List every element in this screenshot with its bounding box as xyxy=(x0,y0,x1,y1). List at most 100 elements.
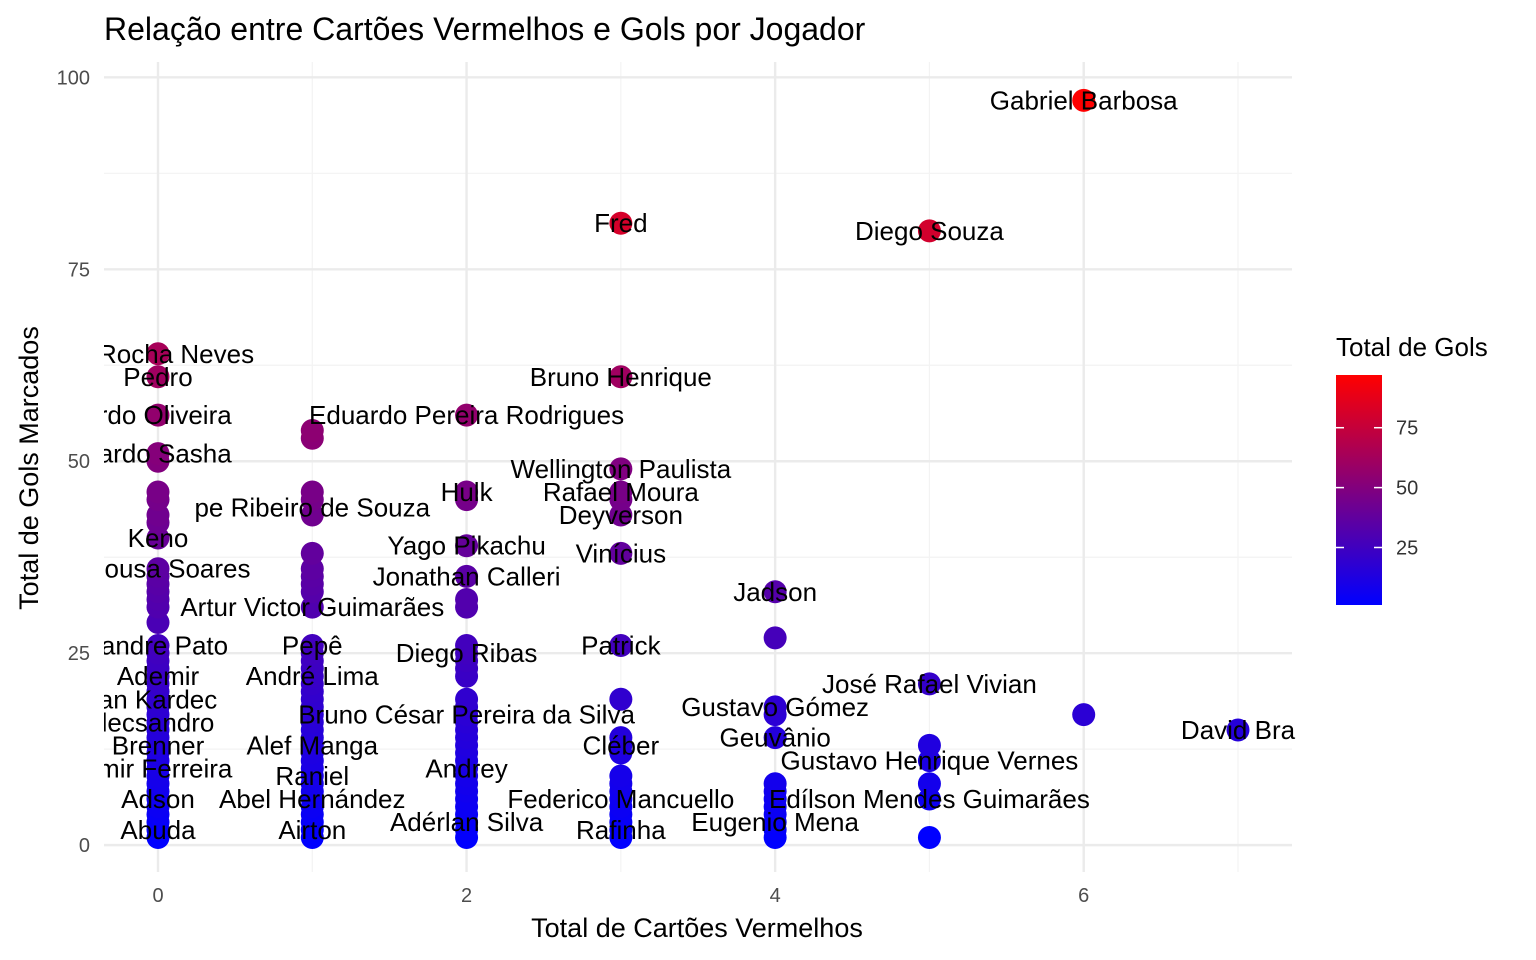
point-label: Adérlan Silva xyxy=(390,807,544,837)
data-point xyxy=(455,403,479,427)
data-point xyxy=(146,442,170,466)
x-tick-label: 6 xyxy=(1078,885,1089,907)
point-label: Abel Hernández xyxy=(219,784,405,814)
data-point xyxy=(455,564,479,588)
legend-tick-label: 50 xyxy=(1396,478,1418,500)
point-label: ardo Oliveira xyxy=(84,400,232,430)
data-point xyxy=(146,480,170,504)
chart-title: Relação entre Cartões Vermelhos e Gols p… xyxy=(104,11,866,47)
legend-ticks: 25 50 75 xyxy=(1336,418,1418,560)
data-point xyxy=(455,534,479,558)
data-point xyxy=(763,726,787,750)
point-label: Andrey xyxy=(425,753,507,783)
color-legend: Total de Gols 25 50 75 xyxy=(1336,332,1488,605)
data-point xyxy=(609,634,633,658)
point-label: Federico Mancuello xyxy=(507,784,734,814)
data-point xyxy=(1072,88,1096,112)
y-tick-label: 25 xyxy=(68,643,90,665)
point-label: David Bra xyxy=(1181,715,1296,745)
legend-tick-label: 25 xyxy=(1396,538,1418,560)
point-label: Wellington Paulista xyxy=(511,454,732,484)
data-point xyxy=(609,211,633,235)
data-point xyxy=(146,342,170,366)
point-label: André Lima xyxy=(246,661,379,691)
y-tick-label: 100 xyxy=(57,67,90,89)
point-label: n Sousa Soares xyxy=(65,554,250,584)
point-label: Artur Victor Guimarães xyxy=(180,592,444,622)
data-point xyxy=(455,480,479,504)
data-point xyxy=(1072,703,1096,727)
point-label: uardo Sasha xyxy=(84,439,232,469)
data-point xyxy=(146,557,170,581)
point-label: Gustavo Gómez xyxy=(681,692,869,722)
x-axis-title: Total de Cartões Vermelhos xyxy=(531,913,863,943)
data-point xyxy=(146,365,170,389)
data-point xyxy=(609,457,633,481)
point-label: Hulk xyxy=(441,477,494,507)
point-label: Ademir xyxy=(117,661,200,691)
data-point xyxy=(609,764,633,788)
point-label: lecsandro xyxy=(102,707,215,737)
legend-tick-label: 75 xyxy=(1396,418,1418,440)
legend-title: Total de Gols xyxy=(1336,332,1488,362)
data-point xyxy=(300,419,324,443)
point-label: Alef Manga xyxy=(247,730,379,760)
data-point xyxy=(455,587,479,611)
data-point xyxy=(763,772,787,796)
point-label: Pepê xyxy=(282,631,343,661)
point-label: Airton xyxy=(278,815,346,845)
data-point xyxy=(1226,718,1250,742)
point-label: Diego Ribas xyxy=(396,638,538,668)
data-point xyxy=(763,626,787,650)
point-label: Geuvânio xyxy=(719,723,830,753)
data-point xyxy=(300,541,324,565)
data-point xyxy=(455,634,479,658)
data-point xyxy=(917,672,941,696)
point-label: Edílson Mendes Guimarães xyxy=(769,784,1090,814)
x-tick-label: 2 xyxy=(461,885,472,907)
data-point xyxy=(609,726,633,750)
data-point xyxy=(917,219,941,243)
x-tick-labels: 0 2 4 6 xyxy=(152,885,1089,907)
point-label: emir Ferreira xyxy=(84,753,233,783)
point-label: Vinícius xyxy=(576,538,667,568)
point-label: Adson xyxy=(121,784,195,814)
point-label: Bruno Henrique xyxy=(530,362,712,392)
data-point xyxy=(917,825,941,849)
point-label: xandre Pato xyxy=(88,631,228,661)
data-point xyxy=(300,480,324,504)
point-label: Bruno César Pereira da Silva xyxy=(298,700,635,730)
data-point xyxy=(455,687,479,711)
point-label: Jonathan Calleri xyxy=(373,561,561,591)
data-point xyxy=(609,365,633,389)
data-point xyxy=(917,772,941,796)
point-label: Abuda xyxy=(120,815,196,845)
point-label: Keno xyxy=(128,523,189,553)
point-label: Jadson xyxy=(733,577,817,607)
point-label: Cléber xyxy=(583,730,660,760)
data-point xyxy=(146,403,170,427)
legend-colorbar xyxy=(1336,375,1382,605)
point-label: Deyverson xyxy=(559,500,683,530)
x-tick-label: 4 xyxy=(770,885,781,907)
point-label: Rafinha xyxy=(576,815,666,845)
data-point xyxy=(763,695,787,719)
y-tick-label: 75 xyxy=(68,259,90,281)
point-label: Eduardo Pereira Rodrigues xyxy=(309,400,624,430)
point-label: Eugenio Mena xyxy=(691,807,859,837)
point-label: José Rafael Vivian xyxy=(822,669,1037,699)
point-label: Patrick xyxy=(581,631,661,661)
point-label: Diego Souza xyxy=(855,216,1004,246)
data-point xyxy=(300,634,324,658)
point-label: Rafael Moura xyxy=(543,477,700,507)
y-tick-labels: 0 25 50 75 100 xyxy=(57,67,90,857)
data-points xyxy=(146,88,1250,849)
data-point xyxy=(763,580,787,604)
point-label: Gabriel Barbosa xyxy=(990,85,1178,115)
point-label: Raniel xyxy=(275,761,349,791)
y-axis-title: Total de Gols Marcados xyxy=(14,326,44,610)
point-label: Brenner xyxy=(112,730,205,760)
point-label: Yago Pikachu xyxy=(387,531,546,561)
point-label: da Rocha Neves xyxy=(62,339,254,369)
